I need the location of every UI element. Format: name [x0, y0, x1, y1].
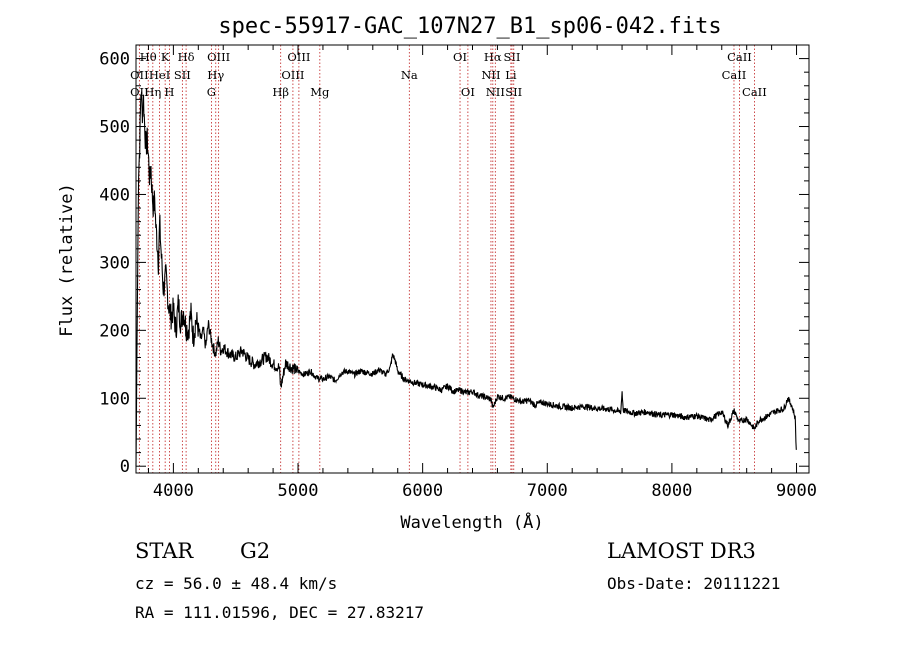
spectral-line-label: Hδ — [178, 50, 195, 64]
spectral-line-label: CaII — [727, 50, 752, 64]
chart-title: spec-55917-GAC_107N27_B1_sp06-042.fits — [218, 14, 721, 39]
x-tick-label: 9000 — [776, 481, 817, 501]
spectral-line-label: SII — [504, 50, 521, 64]
spectral-line-label: NII — [481, 68, 500, 82]
x-tick-label: 4000 — [153, 481, 194, 501]
spectral-line-label: HeI — [149, 68, 170, 82]
object-class: STAR — [135, 539, 194, 563]
spectral-line-label: Hα — [484, 50, 502, 64]
survey-name: LAMOST DR3 — [607, 539, 756, 563]
spectral-line-label: Hγ — [207, 68, 224, 82]
x-axis: 4000 5000 6000 7000 8000 9000 — [147, 45, 817, 501]
y-tick-label: 300 — [99, 253, 130, 273]
spectral-line-label: Hη — [144, 85, 161, 99]
spectral-line-label: OII — [130, 68, 149, 82]
y-axis-label: Flux (relative) — [57, 183, 77, 337]
y-tick-label: 500 — [99, 118, 130, 138]
spectral-line-label: G — [207, 85, 216, 99]
spectral-line-label: Na — [401, 68, 418, 82]
y-tick-label: 0 — [120, 457, 130, 477]
spectral-line-label: OI — [453, 50, 467, 64]
y-tick-label: 600 — [99, 50, 130, 70]
spectral-line-label: OIII — [207, 50, 230, 64]
spectral-line-label: Hβ — [272, 85, 289, 99]
x-tick-label: 5000 — [278, 481, 319, 501]
spectral-line-label: OIII — [281, 68, 304, 82]
spectral-line-label: Mg — [310, 85, 330, 99]
spectral-line-label: SII — [505, 85, 522, 99]
spectral-line-label: K — [161, 50, 170, 64]
flux-line — [135, 91, 797, 467]
obs-date: Obs-Date: 20111221 — [607, 574, 781, 593]
x-axis-label: Wavelength (Å) — [400, 511, 543, 533]
x-tick-label: 6000 — [402, 481, 443, 501]
spectral-line-label: Li — [505, 68, 517, 82]
plot-frame — [135, 44, 810, 474]
spectral-line-label: CaII — [742, 85, 767, 99]
coordinates: RA = 111.01596, DEC = 27.83217 — [135, 603, 424, 622]
y-tick-label: 200 — [99, 321, 130, 341]
spectral-line-label: H — [164, 85, 174, 99]
flux-series — [135, 91, 797, 467]
spectral-line-label: NII — [486, 85, 505, 99]
y-tick-label: 400 — [99, 185, 130, 205]
spectral-line-label: SII — [174, 68, 191, 82]
spectral-line-label: Hθ — [140, 50, 157, 64]
x-tick-label: 7000 — [527, 481, 568, 501]
redshift-value: cz = 56.0 ± 48.4 km/s — [135, 574, 338, 593]
y-axis: 0 100 200 300 400 500 600 — [99, 50, 809, 477]
y-tick-label: 100 — [99, 389, 130, 409]
spectral-line-label: CaII — [722, 68, 747, 82]
spectral-line-label: OI — [461, 85, 475, 99]
object-subclass: G2 — [240, 539, 271, 563]
x-tick-label: 8000 — [651, 481, 692, 501]
spectral-line-label: OIII — [287, 50, 310, 64]
